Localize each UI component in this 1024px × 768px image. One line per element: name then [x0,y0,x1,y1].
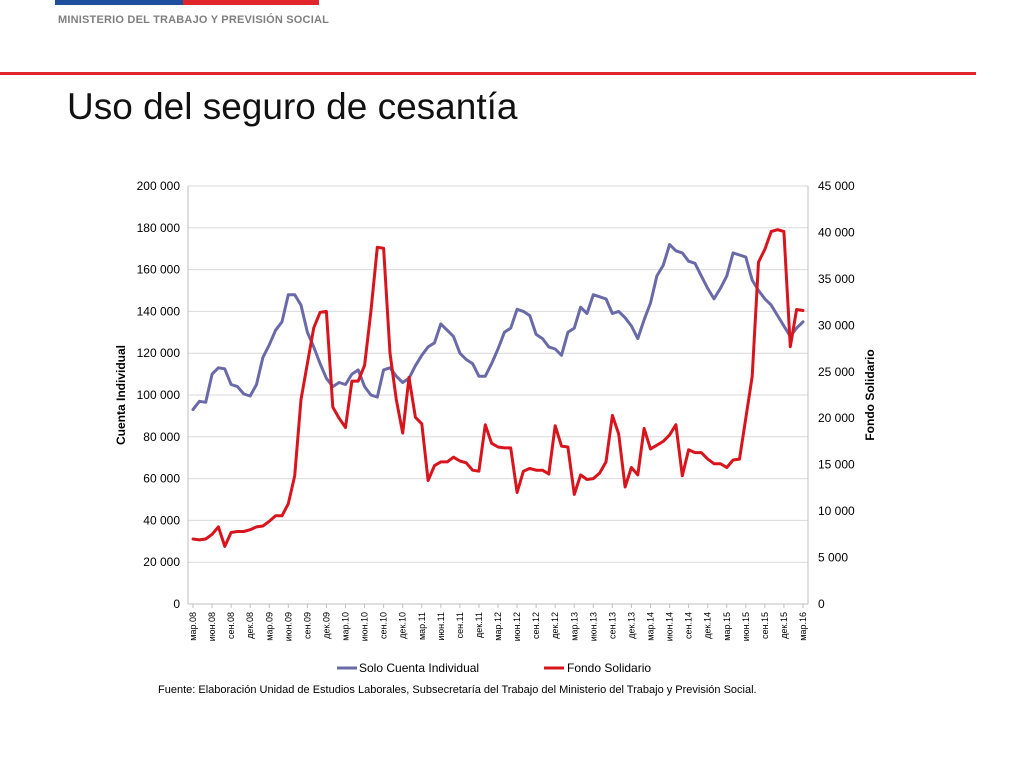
y-left-tick-label: 20 000 [143,555,180,569]
x-tick-label: мар.09 [264,612,274,641]
x-tick-label: мар.14 [646,612,656,641]
x-tick-label: мар.16 [798,612,808,641]
x-tick-label: дек.13 [626,612,636,639]
y-right-tick-label: 0 [818,597,825,611]
y-left-tick-label: 40 000 [143,513,180,527]
y-right-tick-label: 45 000 [818,179,855,193]
y-right-tick-label: 15 000 [818,458,855,472]
x-tick-label: июн.15 [741,612,751,641]
x-tick-label: мар.11 [417,612,427,640]
x-tick-label: дек.08 [245,612,255,639]
x-tick-label: сен.12 [531,612,541,639]
header-divider [0,72,976,75]
x-tick-label: июн.10 [360,612,370,641]
x-tick-label: июн.12 [512,612,522,641]
x-tick-label: мар.15 [722,612,732,641]
series-line-fondo-solidario [191,228,805,548]
x-tick-label: дек.12 [550,612,560,639]
x-tick-label: мар.12 [493,612,503,641]
y-left-tick-label: 200 000 [137,179,181,193]
x-tick-label: мар.08 [188,612,198,641]
page-title: Uso del seguro de cesantía [67,86,518,127]
legend-label-cuenta-individual: Solo Cuenta Individual [359,661,479,675]
y-left-tick-label: 60 000 [143,472,180,486]
ministry-name: MINISTERIO DEL TRABAJO Y PREVISIÓN SOCIA… [58,14,330,26]
series-line-cuenta-individual [191,243,805,412]
y-left-tick-label: 0 [173,597,180,611]
x-tick-label: сен.08 [226,612,236,639]
x-tick-label: мар.13 [569,612,579,641]
x-tick-label: сен.10 [379,612,389,639]
y-left-tick-label: 140 000 [137,304,181,318]
x-tick-label: сен.14 [684,612,694,639]
x-tick-label: мар.10 [341,612,351,641]
y-left-axis-title: Cuenta Individual [114,345,128,445]
x-tick-label: дек.09 [321,612,331,639]
y-left-tick-label: 160 000 [137,263,181,277]
x-tick-label: сен.11 [455,612,465,638]
y-left-tick-label: 80 000 [143,430,180,444]
y-right-tick-label: 25 000 [818,365,855,379]
x-tick-label: сен.13 [607,612,617,639]
y-right-tick-label: 10 000 [818,504,855,518]
y-right-tick-label: 20 000 [818,411,855,425]
y-left-tick-label: 120 000 [137,346,181,360]
x-tick-label: дек.14 [703,612,713,639]
x-tick-label: сен.09 [302,612,312,639]
source-note: Fuente: Elaboración Unidad de Estudios L… [158,684,757,696]
chart-legend: Solo Cuenta Individual Fondo Solidario [337,661,651,675]
x-tick-label: сен.15 [760,612,770,639]
y-right-tick-label: 5 000 [818,551,848,565]
y-right-tick-label: 40 000 [818,225,855,239]
x-tick-label: дек.10 [398,612,408,639]
x-tick-label: июн.14 [665,612,675,641]
y-right-axis-title: Fondo Solidario [863,349,877,440]
x-tick-label: июн.08 [207,612,217,641]
header-flag-blue [55,0,183,5]
legend-label-fondo-solidario: Fondo Solidario [567,661,651,675]
x-tick-label: дек.15 [779,612,789,639]
x-tick-label: июн.13 [588,612,598,641]
header-flag-red [183,0,319,5]
x-tick-label: дек.11 [474,612,484,638]
y-right-tick-label: 30 000 [818,318,855,332]
x-tick-label: июн.11 [436,612,446,641]
y-right-tick-label: 35 000 [818,272,855,286]
y-left-tick-label: 100 000 [137,388,181,402]
y-left-tick-label: 180 000 [137,221,181,235]
x-tick-label: июн.09 [283,612,293,641]
